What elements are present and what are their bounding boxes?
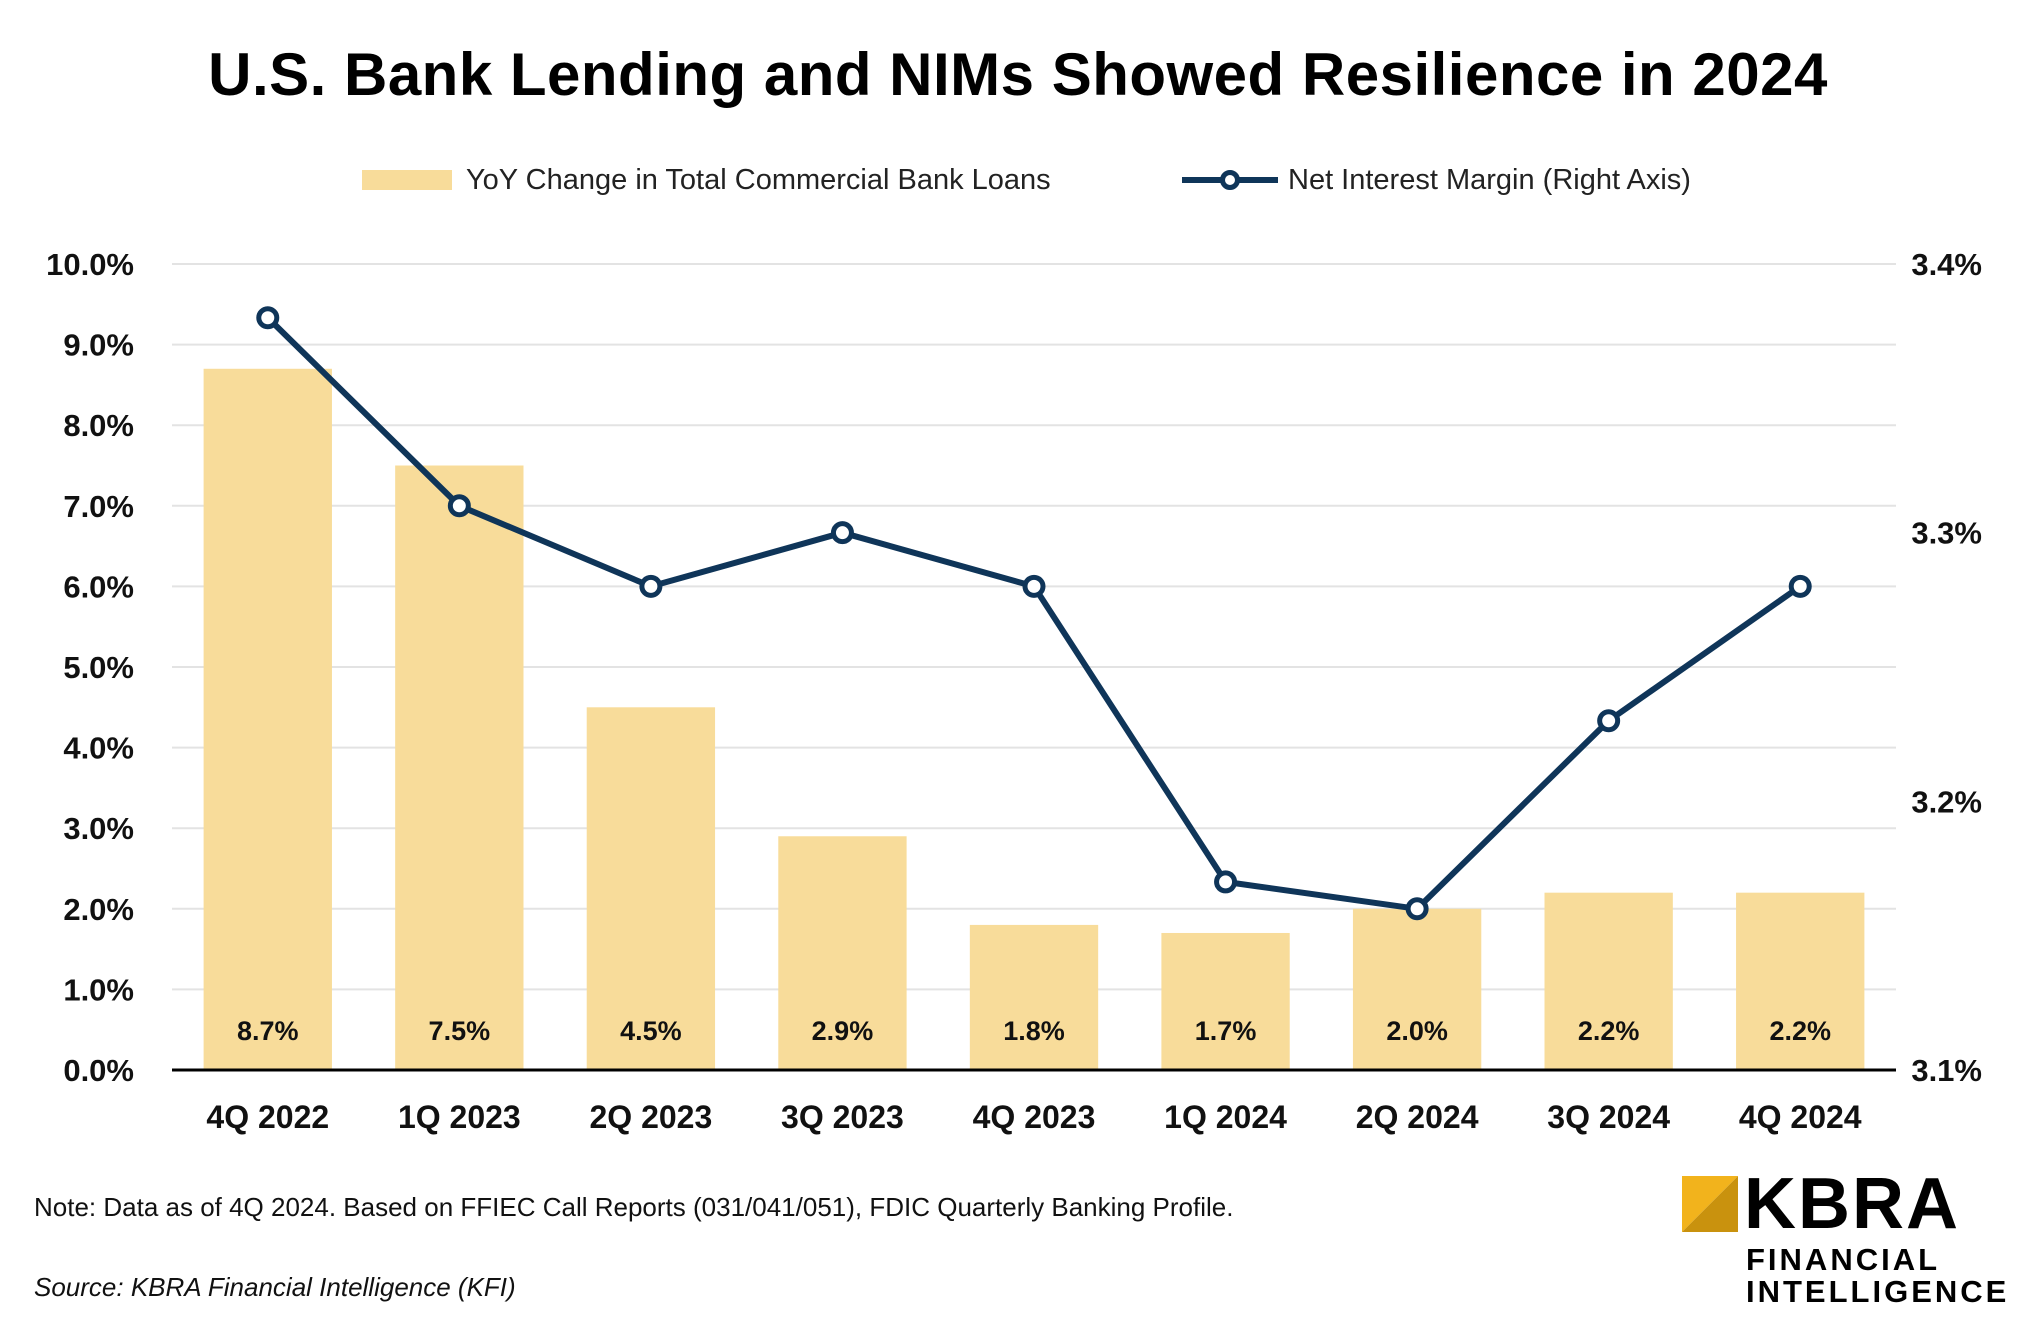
y-right-tick-label: 3.4%: [1911, 247, 1982, 282]
bar: [1352, 908, 1482, 1070]
nim-point: [830, 521, 854, 545]
legend: YoY Change in Total Commercial Bank Loan…: [0, 160, 2036, 200]
bars: [203, 368, 1865, 1070]
x-tick-label: 4Q 2023: [973, 1099, 1096, 1135]
y-left-tick-label: 1.0%: [63, 972, 134, 1007]
kbra-logo-mark-icon: [1682, 1176, 1738, 1232]
bar-data-label: 2.2%: [1769, 1016, 1831, 1046]
y-left-tick-label: 5.0%: [63, 650, 134, 685]
nim-point: [447, 494, 471, 518]
chart-title: U.S. Bank Lending and NIMs Showed Resili…: [208, 41, 1828, 108]
bar-data-label: 2.2%: [1578, 1016, 1640, 1046]
nim-point: [1788, 574, 1812, 598]
x-tick-label: 1Q 2024: [1164, 1099, 1287, 1135]
axes: 0.0% 1.0% 2.0% 3.0% 4.0% 5.0% 6.0% 7.0% 8.0% 9.0%…: [46, 247, 1982, 1088]
logo-wordmark: KBRA: [1744, 1164, 1960, 1244]
y-left-tick-label: 2.0%: [63, 892, 134, 927]
y-left-tick-label: 4.0%: [63, 731, 134, 766]
x-tick-label: 1Q 2023: [398, 1099, 521, 1135]
legend-item-loans: YoY Change in Total Commercial Bank Loan…: [362, 160, 1051, 200]
bar-data-label: 1.7%: [1195, 1016, 1257, 1046]
bar-data-label: 1.8%: [1003, 1016, 1065, 1046]
y-left-tick-label: 7.0%: [63, 489, 134, 524]
bar-data-label: 2.0%: [1386, 1016, 1448, 1046]
bar-data-label: 2.9%: [812, 1016, 874, 1046]
nim-point: [1597, 709, 1621, 733]
nim-point: [1214, 870, 1238, 894]
x-tick-label: 2Q 2024: [1356, 1099, 1479, 1135]
bar: [1161, 932, 1290, 1070]
legend-label-nim: Net Interest Margin (Right Axis): [1288, 163, 1691, 196]
bar: [1544, 892, 1673, 1070]
nim-point: [1405, 897, 1429, 921]
y-left-tick-label: 9.0%: [63, 328, 134, 363]
bar: [395, 465, 524, 1070]
labels: 8.7% 4Q 2022 7.5% 1Q 2023 4.5% 2Q 2023 2.9% 3Q …: [206, 1016, 1861, 1135]
nim-point: [256, 306, 280, 330]
x-tick-label: 4Q 2024: [1739, 1099, 1862, 1135]
y-right-tick-label: 3.1%: [1911, 1053, 1982, 1088]
bar: [203, 368, 332, 1070]
y-left-tick-label: 3.0%: [63, 811, 134, 846]
bar: [778, 836, 907, 1070]
y-right-tick-label: 3.2%: [1911, 784, 1982, 819]
logo-line-financial: FINANCIAL: [1746, 1242, 1941, 1277]
x-tick-label: 2Q 2023: [590, 1099, 713, 1135]
y-left-tick-label: 6.0%: [63, 569, 134, 604]
x-tick-label: 3Q 2024: [1547, 1099, 1670, 1135]
legend-item-nim: Net Interest Margin (Right Axis): [1180, 160, 1691, 200]
footnote: Note: Data as of 4Q 2024. Based on FFIEC…: [34, 1192, 1234, 1222]
kbra-logo: KBRA FINANCIAL INTELLIGENCE: [1682, 1168, 2022, 1308]
y-right-tick-label: 3.3%: [1911, 516, 1982, 551]
x-tick-label: 4Q 2022: [206, 1099, 329, 1135]
bar: [1736, 892, 1865, 1070]
bar: [586, 707, 716, 1070]
source-note: Source: KBRA Financial Intelligence (KFI…: [34, 1272, 516, 1302]
bar-data-label: 8.7%: [237, 1016, 299, 1046]
legend-swatch-bar: [362, 170, 452, 190]
nim-point: [1022, 574, 1046, 598]
legend-swatch-line: [1182, 170, 1278, 190]
legend-label-loans: YoY Change in Total Commercial Bank Loan…: [466, 163, 1051, 196]
y-left-tick-label: 10.0%: [46, 247, 134, 282]
x-tick-label: 3Q 2023: [781, 1099, 904, 1135]
logo-line-intelligence: INTELLIGENCE: [1746, 1274, 2010, 1309]
bar-data-label: 7.5%: [429, 1016, 491, 1046]
nim-point: [639, 574, 663, 598]
nim-line-series: [256, 306, 1812, 921]
y-left-tick-label: 8.0%: [63, 408, 134, 443]
y-left-tick-label: 0.0%: [63, 1053, 134, 1088]
bar-data-label: 4.5%: [620, 1016, 682, 1046]
bar: [969, 924, 1099, 1070]
